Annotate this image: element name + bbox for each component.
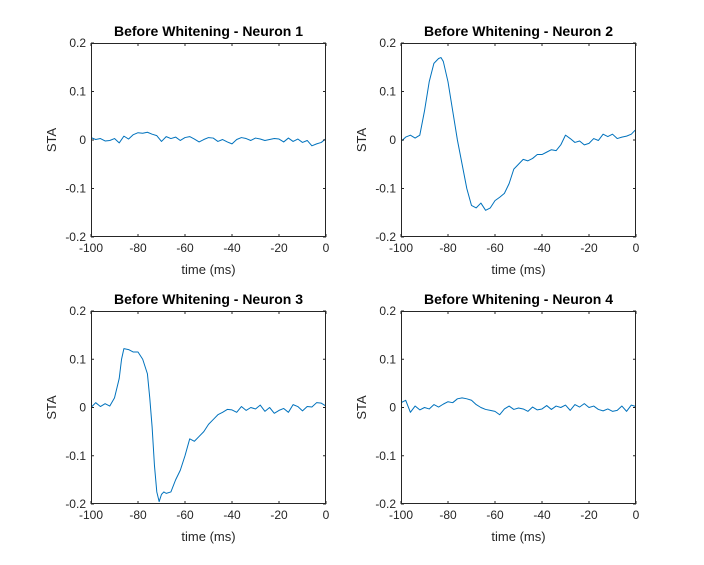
- x-tick-label: -40: [533, 241, 551, 255]
- x-tick-label: -40: [223, 508, 241, 522]
- x-tick-label: -60: [486, 508, 504, 522]
- x-tick-label: -80: [129, 508, 147, 522]
- x-tick-label: -60: [176, 241, 194, 255]
- y-tick-label: 0.2: [69, 304, 86, 318]
- x-tick-label: -100: [389, 241, 413, 255]
- x-axis-label: time (ms): [181, 529, 235, 544]
- y-tick-label: 0.1: [69, 352, 86, 366]
- subplot-neuron-3: -100 -80 -60 -40 -20 0 -0.2 -0.1 0 0.1 0.2 Before W…: [44, 291, 330, 544]
- series-line-1: [401, 397, 636, 416]
- y-tick-label: 0: [79, 133, 86, 147]
- y-tick-label: -0.2: [65, 230, 86, 244]
- x-tick-label: -60: [176, 508, 194, 522]
- x-axis-label: time (ms): [491, 262, 545, 277]
- y-tick-label: -0.1: [65, 182, 86, 196]
- y-tick-label: 0.1: [379, 352, 396, 366]
- x-tick-label: -20: [270, 508, 288, 522]
- x-tick-label: -80: [439, 508, 457, 522]
- subplot-neuron-4: -100 -80 -60 -40 -20 0 -0.2 -0.1 0 0.1 0.2 Before W…: [354, 291, 640, 544]
- series-line-1: [401, 57, 636, 211]
- x-tick-label: -80: [129, 241, 147, 255]
- series-line-1: [91, 348, 326, 503]
- x-tick-label: 0: [633, 508, 640, 522]
- y-tick-label: 0: [79, 401, 86, 415]
- x-tick-label: -60: [486, 241, 504, 255]
- subplot-neuron-2: -100 -80 -60 -40 -20 0 -0.2 -0.1 0 0.1 0.2 Before W…: [354, 23, 640, 277]
- series-line-1: [91, 131, 326, 147]
- x-tick-label: -100: [79, 241, 103, 255]
- subplot-title: Before Whitening - Neuron 4: [424, 291, 613, 307]
- x-axis-label: time (ms): [181, 262, 235, 277]
- subplot-title: Before Whitening - Neuron 3: [114, 291, 303, 307]
- subplot-neuron-1: -100 -80 -60 -40 -20 0 -0.2 -0.1 0 0.1 0.2 Before W…: [44, 23, 330, 277]
- x-tick-label: -20: [270, 241, 288, 255]
- x-tick-label: -40: [533, 508, 551, 522]
- y-tick-label: -0.1: [65, 449, 86, 463]
- y-tick-label: 0.1: [69, 85, 86, 99]
- x-tick-label: -100: [389, 508, 413, 522]
- subplot-title: Before Whitening - Neuron 1: [114, 23, 303, 39]
- y-axis-label: STA: [44, 128, 59, 153]
- plot-area: [91, 311, 326, 504]
- plot-area: [401, 43, 636, 237]
- y-axis-label: STA: [354, 128, 369, 153]
- y-tick-label: 0.2: [379, 36, 396, 50]
- y-tick-label: -0.2: [375, 497, 396, 511]
- x-axis-label: time (ms): [491, 529, 545, 544]
- x-tick-label: -80: [439, 241, 457, 255]
- x-tick-label: -20: [580, 508, 598, 522]
- y-tick-label: 0.2: [379, 304, 396, 318]
- y-tick-label: -0.1: [375, 182, 396, 196]
- y-tick-label: -0.1: [375, 449, 396, 463]
- x-tick-label: -100: [79, 508, 103, 522]
- x-tick-label: -40: [223, 241, 241, 255]
- x-tick-label: -20: [580, 241, 598, 255]
- y-tick-label: -0.2: [375, 230, 396, 244]
- y-axis-label: STA: [44, 395, 59, 420]
- y-tick-label: 0.2: [69, 36, 86, 50]
- y-tick-label: -0.2: [65, 497, 86, 511]
- x-tick-label: 0: [323, 241, 330, 255]
- y-tick-label: 0: [389, 401, 396, 415]
- x-tick-label: 0: [633, 241, 640, 255]
- x-tick-label: 0: [323, 508, 330, 522]
- subplot-title: Before Whitening - Neuron 2: [424, 23, 613, 39]
- y-tick-label: 0.1: [379, 85, 396, 99]
- y-axis-label: STA: [354, 395, 369, 420]
- y-tick-label: 0: [389, 133, 396, 147]
